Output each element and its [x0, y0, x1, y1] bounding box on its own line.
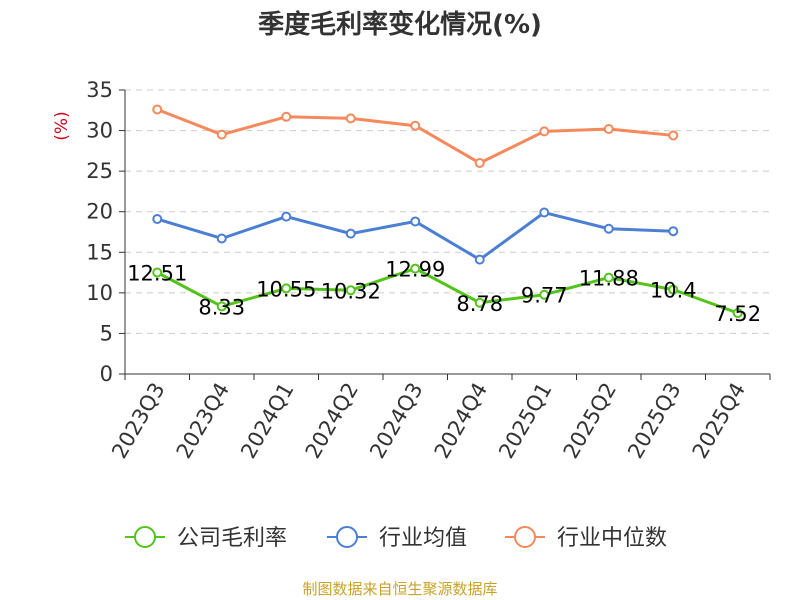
data-point	[603, 272, 614, 283]
x-tick-label: 2025Q2	[559, 379, 621, 463]
data-point	[410, 216, 421, 227]
x-tick-label: 2024Q3	[365, 379, 427, 463]
data-label: 7.52	[714, 302, 761, 326]
legend-marker	[134, 526, 156, 548]
y-tick-label: 15	[86, 240, 113, 264]
data-label: 10.32	[321, 279, 381, 303]
y-tick-label: 0	[100, 362, 113, 386]
data-point	[474, 254, 485, 265]
y-tick-label: 30	[86, 119, 113, 143]
data-point	[281, 111, 292, 122]
legend-label: 公司毛利率	[177, 526, 287, 551]
y-tick-label: 10	[86, 281, 113, 305]
data-point	[539, 289, 550, 300]
y-tick-label: 35	[86, 78, 113, 102]
y-tick-label: 5	[100, 321, 113, 345]
x-tick-label: 2023Q4	[172, 379, 234, 463]
data-point	[668, 130, 679, 141]
data-point	[216, 233, 227, 244]
data-point	[474, 297, 485, 308]
data-point	[216, 129, 227, 140]
data-point	[345, 113, 356, 124]
data-point	[603, 223, 614, 234]
y-tick-label: 20	[86, 200, 113, 224]
y-tick-label: 25	[86, 159, 113, 183]
x-tick-label: 2025Q4	[688, 379, 750, 463]
data-point	[281, 283, 292, 294]
x-tick-label: 2024Q2	[301, 379, 363, 463]
series-layer	[152, 104, 743, 318]
data-point	[216, 301, 227, 312]
data-point	[732, 307, 743, 318]
source-note: 制图数据来自恒生聚源数据库	[302, 580, 497, 598]
x-tick-label: 2023Q3	[107, 379, 169, 463]
legend: 公司毛利率 行业均值 行业中位数	[125, 526, 667, 551]
legend-marker	[514, 526, 536, 548]
series-line	[156, 108, 674, 165]
data-point	[474, 158, 485, 169]
data-point	[668, 284, 679, 295]
data-point	[152, 214, 163, 225]
data-label: 10.55	[256, 277, 316, 301]
legend-label: 行业中位数	[557, 526, 667, 551]
data-label: 10.4	[650, 279, 697, 303]
data-point	[345, 285, 356, 296]
data-label: 8.33	[198, 295, 245, 319]
y-axis-label: (%)	[52, 111, 72, 140]
x-tick-label: 2025Q3	[623, 379, 685, 463]
legend-marker	[336, 526, 358, 548]
data-label: 12.51	[127, 261, 187, 285]
data-point	[603, 123, 614, 134]
data-point	[668, 226, 679, 237]
chart-title: 季度毛利率变化情况(%)	[258, 9, 542, 40]
grid	[125, 89, 770, 334]
data-point	[152, 104, 163, 115]
data-point	[410, 120, 421, 131]
data-point	[410, 263, 421, 274]
data-point	[281, 211, 292, 222]
data-point	[539, 207, 550, 218]
x-tick-label: 2025Q1	[494, 379, 556, 463]
data-label: 12.99	[385, 258, 445, 282]
data-point	[345, 228, 356, 239]
data-label: 11.88	[579, 267, 639, 291]
x-tick-label: 2024Q4	[430, 379, 492, 463]
data-point	[539, 126, 550, 137]
x-tick-label: 2024Q1	[236, 379, 298, 463]
data-label: 9.77	[521, 284, 568, 308]
data-point	[152, 267, 163, 278]
series-line	[156, 267, 739, 315]
data-label: 8.78	[456, 292, 503, 316]
legend-label: 行业均值	[379, 526, 467, 551]
